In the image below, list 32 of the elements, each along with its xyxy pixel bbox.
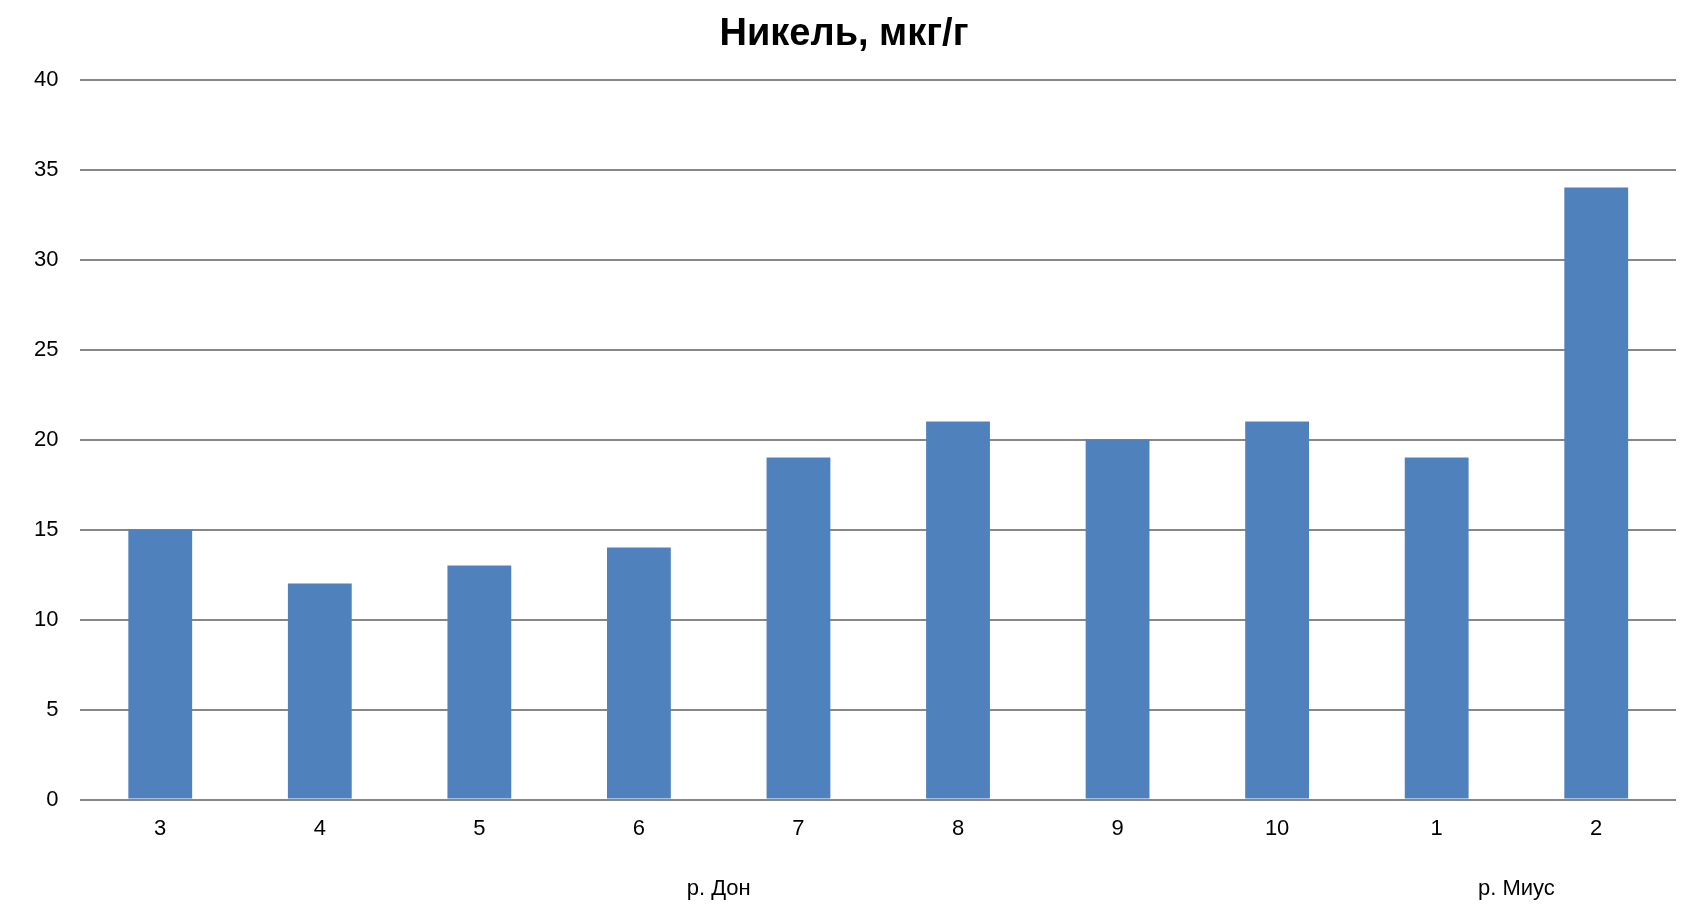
text: р. Дон [686, 875, 751, 900]
y-tick-label: 40 [33, 65, 59, 91]
y-tick-label: 35 [33, 155, 59, 181]
bar [447, 565, 512, 799]
y-tick-label: 15 [33, 515, 59, 541]
y-tick-label: 10 [33, 605, 59, 631]
y-tick-label: 20 [33, 425, 59, 451]
x-tick-label: 3 [154, 814, 167, 840]
y-tick-label: 0 [46, 785, 59, 811]
x-tick-label: 2 [1590, 814, 1603, 840]
bar [1085, 439, 1150, 799]
bar [766, 457, 831, 799]
bar [1564, 187, 1629, 799]
text: р. Миус [1478, 875, 1555, 900]
bar [926, 421, 990, 799]
x-tick-label: 6 [632, 814, 646, 840]
x-tick-label: 10 [1264, 814, 1290, 840]
x-tick-label: 1 [1430, 814, 1443, 840]
y-tick-label: 30 [33, 245, 59, 271]
bar [287, 583, 352, 799]
x-tick-label: 4 [313, 814, 326, 840]
y-tick-label: 5 [46, 695, 59, 721]
bar [128, 529, 193, 799]
x-tick-label: 7 [792, 814, 805, 840]
y-tick-label: 25 [33, 335, 59, 361]
chart-title: Никель, мкг/г [719, 11, 969, 54]
bar [607, 547, 671, 799]
bar [1245, 421, 1310, 799]
x-tick-label: 9 [1111, 814, 1124, 840]
x-tick-label: 5 [473, 814, 486, 840]
bar [1404, 457, 1469, 799]
x-tick-label: 8 [951, 814, 965, 840]
